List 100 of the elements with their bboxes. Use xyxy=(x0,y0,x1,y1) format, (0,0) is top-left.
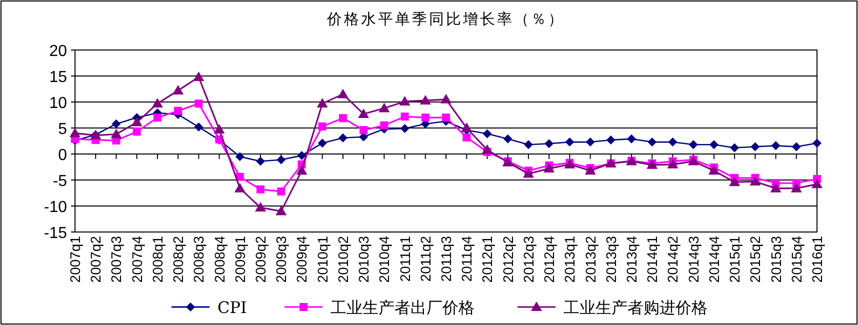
point xyxy=(234,182,246,192)
point xyxy=(544,139,554,148)
point xyxy=(276,155,286,164)
x-tick-label: 2014q2 xyxy=(664,236,681,283)
y-tick-label: -15 xyxy=(44,225,68,242)
x-tick-label: 2007q4 xyxy=(128,236,145,283)
x-tick-label: 2008q1 xyxy=(149,236,166,283)
point xyxy=(709,140,718,150)
x-tick-label: 2008q2 xyxy=(170,236,186,283)
point xyxy=(812,138,822,148)
point xyxy=(730,143,740,152)
x-tick-label: 2010q1 xyxy=(314,236,330,283)
x-tick-label: 2007q3 xyxy=(108,236,124,283)
x-tick-label: 2009q3 xyxy=(273,236,290,283)
point xyxy=(110,128,122,138)
x-tick-label: 2012q1 xyxy=(479,236,496,283)
point xyxy=(461,122,472,132)
x-tick-label: 2015q1 xyxy=(726,236,743,283)
point xyxy=(338,114,347,122)
x-tick-label: 2013q1 xyxy=(562,236,578,283)
point xyxy=(524,140,533,150)
point xyxy=(400,112,409,121)
point xyxy=(337,88,348,98)
y-tick-label: -10 xyxy=(44,199,68,216)
point xyxy=(606,135,616,144)
point xyxy=(380,121,388,130)
x-tick-label: 2015q3 xyxy=(768,236,784,283)
x-tick-label: 2013q3 xyxy=(602,236,619,283)
x-tick-label: 2014q3 xyxy=(685,236,702,283)
point xyxy=(482,129,492,138)
point xyxy=(235,152,244,162)
point xyxy=(378,102,390,112)
x-tick-label: 2013q4 xyxy=(624,236,640,283)
point xyxy=(70,128,80,138)
point xyxy=(750,176,761,186)
point xyxy=(503,134,512,144)
point xyxy=(153,114,162,122)
point xyxy=(565,138,574,147)
y-tick-label: 5 xyxy=(58,121,68,138)
point xyxy=(358,108,370,118)
point xyxy=(112,119,121,128)
y-tick-label: 10 xyxy=(49,95,68,112)
point xyxy=(297,151,306,160)
point xyxy=(688,140,698,150)
point xyxy=(256,156,265,166)
point xyxy=(729,176,740,186)
point xyxy=(152,98,163,108)
y-tick-label: 0 xyxy=(58,147,68,164)
y-tick-label: -5 xyxy=(52,173,68,190)
x-tick-label: 2010q4 xyxy=(376,236,392,283)
point xyxy=(316,98,328,108)
point xyxy=(462,133,471,142)
point xyxy=(792,142,801,152)
x-tick-label: 2008q3 xyxy=(190,236,207,283)
point xyxy=(421,114,430,122)
legend-label: 工业生产者出厂价格 xyxy=(330,298,474,317)
point xyxy=(586,138,595,147)
x-tick-label: 2009q2 xyxy=(252,236,268,283)
point xyxy=(318,122,326,130)
x-tick-label: 2013q2 xyxy=(582,236,598,283)
point xyxy=(790,182,802,192)
x-tick-label: 2014q1 xyxy=(644,236,660,283)
point xyxy=(668,138,678,147)
point xyxy=(544,163,555,173)
point xyxy=(522,168,534,178)
legend-label: CPI xyxy=(218,298,247,317)
chart-title: 价格水平单季同比增长率（％） xyxy=(326,10,565,28)
x-tick-label: 2011q3 xyxy=(438,236,454,282)
point xyxy=(812,178,822,188)
point xyxy=(442,114,450,122)
point xyxy=(338,133,348,142)
x-tick-label: 2009q4 xyxy=(294,236,310,283)
point xyxy=(771,141,780,150)
point xyxy=(172,85,184,95)
x-tick-label: 2010q2 xyxy=(334,236,351,283)
point xyxy=(667,158,678,168)
point xyxy=(708,165,720,175)
x-tick-label: 2015q2 xyxy=(747,236,764,283)
x-tick-label: 2011q2 xyxy=(417,236,434,282)
x-tick-label: 2008q4 xyxy=(211,236,228,283)
x-tick-label: 2012q4 xyxy=(541,236,558,283)
point xyxy=(256,185,264,194)
point xyxy=(770,182,782,192)
x-tick-label: 2010q3 xyxy=(356,236,372,283)
x-tick-label: 2011q4 xyxy=(458,236,475,282)
point xyxy=(360,126,368,134)
y-tick-label: 15 xyxy=(49,69,68,86)
point xyxy=(214,124,225,134)
point xyxy=(131,116,142,126)
x-tick-label: 2012q2 xyxy=(500,236,516,283)
point xyxy=(440,94,452,104)
point xyxy=(318,138,327,148)
point xyxy=(296,165,308,175)
x-tick-label: 2014q4 xyxy=(706,236,722,283)
x-tick-label: 2011q1 xyxy=(396,236,413,282)
x-tick-label: 2007q1 xyxy=(67,236,83,283)
legend-label: 工业生产者购进价格 xyxy=(564,298,708,317)
x-tick-label: 2009q1 xyxy=(232,236,248,283)
point xyxy=(194,100,203,108)
point xyxy=(399,96,410,106)
